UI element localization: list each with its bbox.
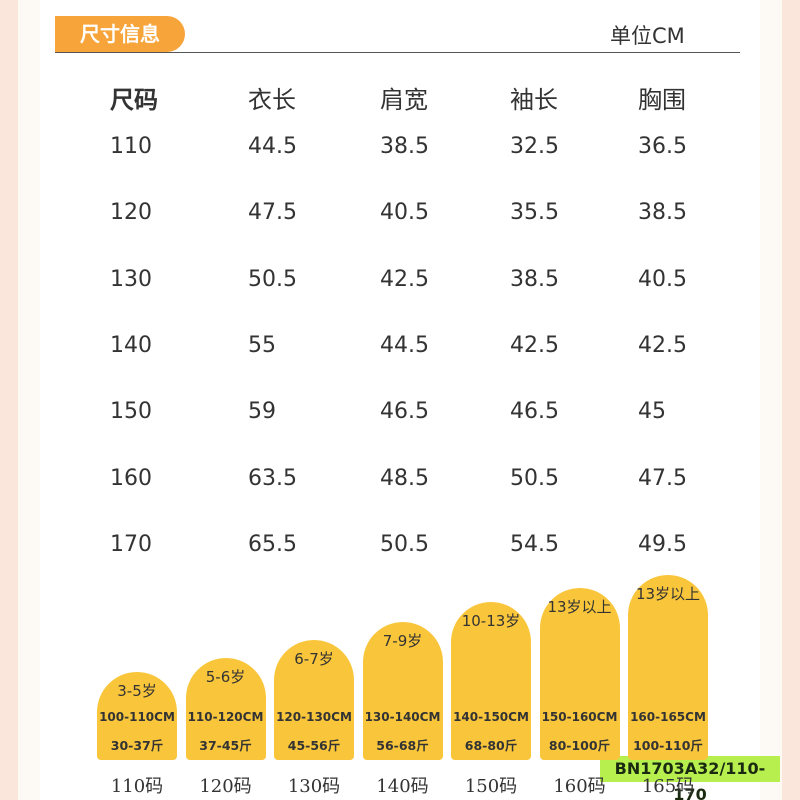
age-range: 6-7岁 xyxy=(294,650,334,668)
weight-range: 45-56斤 xyxy=(287,738,341,753)
height-range: 160-165CM xyxy=(630,710,706,724)
age-range: 5-6岁 xyxy=(205,668,246,686)
weight-range: 68-80斤 xyxy=(464,738,518,753)
table-cell: 44.5 xyxy=(380,332,429,358)
table-cell: 65.5 xyxy=(248,531,297,557)
column-header: 肩宽 xyxy=(380,86,428,114)
size-card: 5-6岁 110-120CM 37-45斤 xyxy=(185,658,266,760)
edge xyxy=(0,0,18,800)
size-card: 13岁以上 150-160CM 80-100斤 xyxy=(539,588,620,760)
table-cell: 50.5 xyxy=(510,465,559,491)
height-range: 120-130CM xyxy=(276,710,352,724)
table-cell: 170 xyxy=(110,531,152,557)
weight-range: 80-100斤 xyxy=(548,738,611,753)
table-cell: 130 xyxy=(110,266,152,292)
age-range: 13岁以上 xyxy=(547,598,612,616)
table-cell: 59 xyxy=(248,399,276,425)
table-cell: 140 xyxy=(110,332,152,358)
unit-label: 单位CM xyxy=(610,24,685,48)
table-cell: 63.5 xyxy=(248,465,297,491)
edge xyxy=(782,0,800,800)
height-range: 140-150CM xyxy=(453,710,529,724)
size-card: 10-13岁 140-150CM 68-80斤 xyxy=(451,602,531,760)
table-cell: 54.5 xyxy=(510,531,559,557)
table-cell: 46.5 xyxy=(510,399,559,425)
table-cell: 160 xyxy=(110,465,152,491)
table-cell: 38.5 xyxy=(638,200,687,226)
table-cell: 38.5 xyxy=(380,134,429,159)
divider xyxy=(55,52,740,53)
table-cell: 46.5 xyxy=(380,399,429,425)
size-label: 160码 xyxy=(553,776,606,797)
weight-range: 30-37斤 xyxy=(110,738,164,753)
size-card: 6-7岁 120-130CM 45-56斤 xyxy=(274,640,354,760)
column-header: 尺码 xyxy=(110,86,158,114)
table-cell: 44.5 xyxy=(248,134,297,159)
table-cell: 48.5 xyxy=(380,465,429,491)
table-cell: 50.5 xyxy=(248,266,297,292)
age-range: 13岁以上 xyxy=(635,585,701,603)
table-cell: 110 xyxy=(110,134,152,159)
table-cell: 35.5 xyxy=(510,200,559,226)
column-header: 衣长 xyxy=(248,86,296,114)
size-label: 140码 xyxy=(376,776,429,797)
height-range: 100-110CM xyxy=(99,710,175,724)
section-title: 尺寸信息 xyxy=(55,16,185,52)
product-code: BN1703A32/110-170 xyxy=(600,756,780,800)
size-card: 7-9岁 130-140CM 56-68斤 xyxy=(362,622,443,760)
weight-range: 37-45斤 xyxy=(199,738,252,753)
size-label: 150码 xyxy=(464,776,518,797)
age-range: 10-13岁 xyxy=(461,612,521,630)
column-header: 袖长 xyxy=(510,86,558,114)
weight-range: 100-110斤 xyxy=(633,738,703,753)
table-cell: 150 xyxy=(110,399,152,425)
table-cell: 38.5 xyxy=(510,266,559,292)
table-cell: 47.5 xyxy=(248,200,297,226)
size-label: 120码 xyxy=(199,776,252,797)
height-range: 110-120CM xyxy=(187,710,264,724)
size-card: 3-5岁 100-110CM 30-37斤 xyxy=(97,672,177,760)
height-range: 130-140CM xyxy=(364,710,441,724)
table-cell: 42.5 xyxy=(380,266,429,292)
table-cell: 47.5 xyxy=(638,465,687,491)
table-cell: 49.5 xyxy=(638,531,687,557)
table-cell: 55 xyxy=(248,332,276,358)
table-cell: 36.5 xyxy=(638,134,687,159)
table-cell: 50.5 xyxy=(380,531,429,557)
column-header: 胸围 xyxy=(638,86,686,114)
height-range: 150-160CM xyxy=(541,710,618,724)
table-cell: 40.5 xyxy=(380,200,429,226)
table-cell: 40.5 xyxy=(638,266,687,292)
size-card: 13岁以上 160-165CM 100-110斤 xyxy=(628,575,708,760)
table-cell: 32.5 xyxy=(510,134,559,159)
table-cell: 120 xyxy=(110,200,152,226)
weight-range: 56-68斤 xyxy=(376,738,429,753)
size-label: 110码 xyxy=(110,776,164,797)
size-label: 130码 xyxy=(287,776,341,797)
age-range: 7-9岁 xyxy=(382,632,423,650)
table-cell: 42.5 xyxy=(510,332,559,358)
table-cell: 42.5 xyxy=(638,332,687,358)
age-range: 3-5岁 xyxy=(117,682,157,700)
size-label: 165码 xyxy=(641,776,695,797)
table-cell: 45 xyxy=(638,399,666,425)
